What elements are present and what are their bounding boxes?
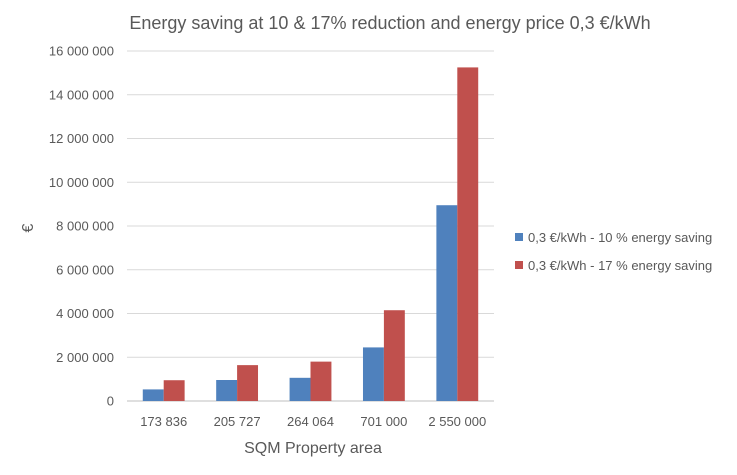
y-tick-label: 0	[107, 394, 114, 409]
x-tick-label: 173 836	[140, 414, 187, 429]
legend-swatch	[515, 233, 523, 241]
bar-series-1-4	[362, 347, 384, 401]
bar-series-1-2	[216, 380, 238, 401]
chart-title: Energy saving at 10 & 17% reduction and …	[129, 13, 650, 33]
y-tick-label: 10 000 000	[49, 175, 114, 190]
y-tick-label: 16 000 000	[49, 44, 114, 59]
legend-label: 0,3 €/kWh - 17 % energy saving	[528, 258, 712, 273]
bar-series-1-5	[436, 205, 458, 401]
legend: 0,3 €/kWh - 10 % energy saving 0,3 €/kWh …	[515, 230, 712, 273]
bar-series-1-3	[289, 377, 311, 401]
bar-series-2-5	[457, 67, 479, 401]
bar-series-2-1	[163, 380, 185, 401]
y-tick-label: 4 000 000	[56, 306, 114, 321]
y-axis-title: €	[20, 223, 37, 232]
y-axis: 0 2 000 000 4 000 000 6 000 000 8 000 000 10 …	[49, 44, 114, 409]
x-axis: 173 836 205 727 264 064 701 000 2 550 000	[140, 414, 486, 429]
legend-label: 0,3 €/kWh - 10 % energy saving	[528, 230, 712, 245]
x-axis-title: SQM Property area	[244, 440, 382, 457]
y-tick-label: 8 000 000	[56, 219, 114, 234]
bar-series-2-4	[383, 310, 405, 401]
y-tick-label: 2 000 000	[56, 350, 114, 365]
x-tick-label: 701 000	[360, 414, 407, 429]
y-tick-label: 6 000 000	[56, 262, 114, 277]
y-tick-label: 14 000 000	[49, 87, 114, 102]
x-tick-label: 205 727	[214, 414, 261, 429]
x-tick-label: 264 064	[287, 414, 334, 429]
legend-swatch	[515, 261, 523, 269]
plot-area	[142, 67, 479, 401]
bar-series-2-3	[310, 361, 332, 401]
y-tick-label: 12 000 000	[49, 131, 114, 146]
bar-series-2-2	[237, 365, 259, 401]
bar-series-1-1	[142, 389, 164, 401]
x-tick-label: 2 550 000	[428, 414, 486, 429]
